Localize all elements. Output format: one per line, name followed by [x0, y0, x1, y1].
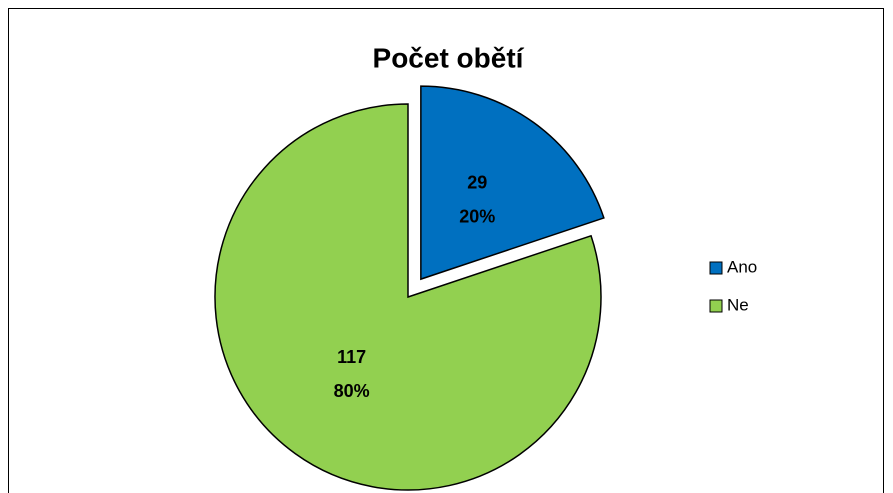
pie-slice	[420, 85, 605, 281]
percent-label: 80%	[334, 381, 370, 401]
chart-title: Počet obětí	[373, 42, 525, 73]
pie-slice	[214, 103, 602, 491]
percent-label: 20%	[459, 207, 495, 227]
data-label: 29	[467, 173, 487, 193]
legend-label: Ano	[727, 257, 757, 276]
legend-swatch	[709, 299, 723, 313]
legend-swatch	[709, 261, 723, 275]
legend-label: Ne	[727, 295, 749, 314]
data-label: 117	[337, 347, 366, 367]
